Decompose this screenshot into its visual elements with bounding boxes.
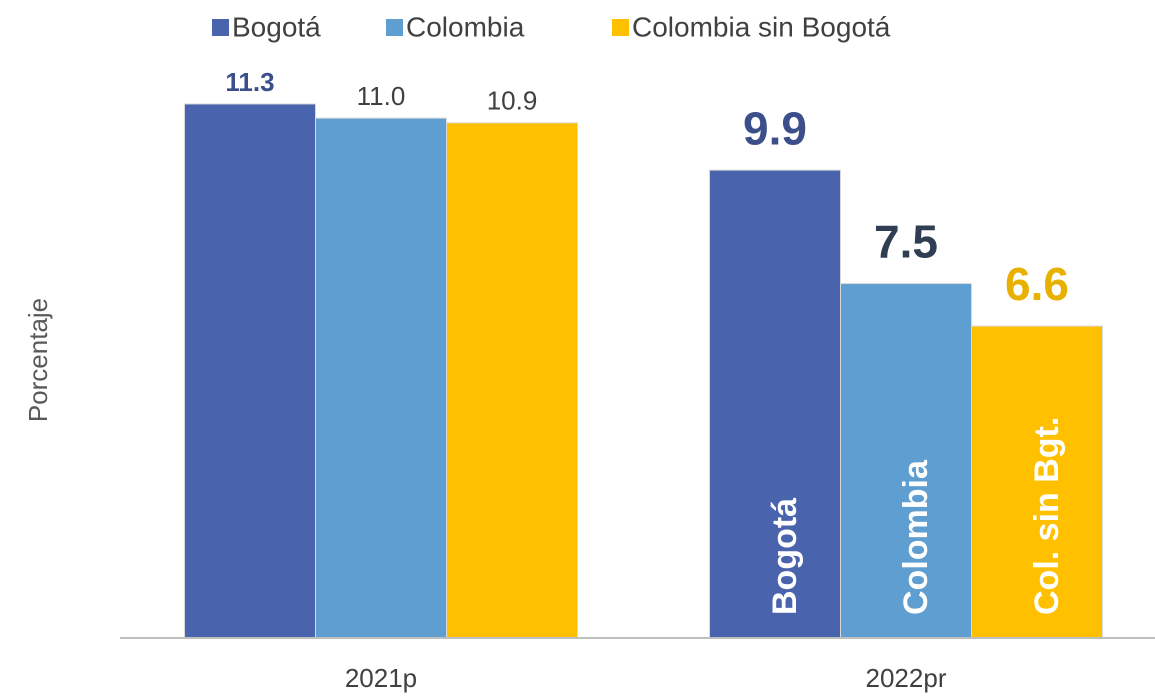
bar-annotation: Col. sin Bgt.	[1028, 417, 1066, 615]
legend-label: Bogotá	[232, 11, 321, 42]
legend-swatch	[212, 19, 229, 36]
x-tick-label: 2021p	[345, 663, 417, 693]
legend: Bogotá Colombia Colombia sin Bogotá	[212, 11, 891, 42]
bar	[184, 103, 316, 639]
bar	[315, 117, 447, 639]
legend-swatch	[386, 19, 403, 36]
x-tick-label: 2022pr	[866, 663, 947, 693]
bar-annotation: Bogotá	[766, 498, 804, 615]
legend-swatch	[612, 19, 629, 36]
bar-annotation: Colombia	[897, 459, 935, 615]
data-label: 7.5	[874, 216, 938, 268]
data-label: 10.9	[487, 86, 538, 116]
data-label: 9.9	[743, 102, 807, 154]
legend-label: Colombia sin Bogotá	[632, 11, 891, 42]
y-axis-label: Porcentaje	[23, 298, 53, 422]
data-label: 6.6	[1005, 258, 1069, 310]
data-label: 11.3	[225, 67, 274, 97]
bar	[840, 283, 972, 639]
legend-label: Colombia	[406, 11, 525, 42]
bar	[446, 122, 578, 639]
data-label: 11.0	[357, 81, 406, 111]
bar	[709, 169, 841, 639]
bar	[971, 325, 1103, 639]
